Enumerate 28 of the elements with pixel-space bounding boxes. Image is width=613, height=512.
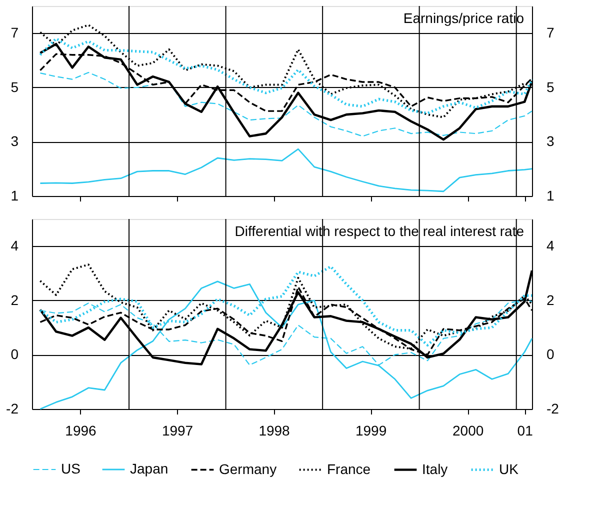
y2-tick-label: 5	[546, 78, 554, 95]
y2-tick-label: -2	[546, 400, 560, 416]
y-tick-label: 1	[10, 188, 19, 204]
legend-label: Italy	[422, 460, 448, 477]
y-tick-label: 7	[10, 24, 19, 41]
y2-tick-label: 1	[546, 188, 554, 204]
x-tick-label: 1996	[65, 422, 97, 438]
x-tick-label: 1997	[162, 422, 194, 438]
x-tick-label: 2000	[452, 422, 484, 438]
y2-tick-label: 3	[546, 133, 554, 150]
legend-label: France	[327, 460, 371, 477]
legend-label: UK	[499, 460, 520, 477]
x-tick-label: 01	[517, 422, 534, 438]
legend-label: Germany	[219, 460, 277, 477]
y-tick-label: 3	[10, 133, 19, 150]
y2-tick-label: 4	[546, 238, 554, 254]
legend-label: US	[61, 460, 80, 476]
x-tick-label: 1999	[355, 422, 387, 438]
y-tick-label: 5	[10, 78, 19, 95]
y2-tick-label: 7	[546, 24, 554, 41]
y-tick-label: 4	[10, 238, 19, 254]
y-tick-label: -2	[6, 400, 19, 416]
y-tick-label: 0	[10, 346, 19, 362]
y-tick-label: 2	[10, 292, 19, 308]
legend-label: Japan	[130, 460, 168, 476]
y2-tick-label: 2	[546, 292, 554, 308]
y2-tick-label: 0	[546, 346, 554, 362]
x-tick-label: 1998	[258, 422, 290, 438]
